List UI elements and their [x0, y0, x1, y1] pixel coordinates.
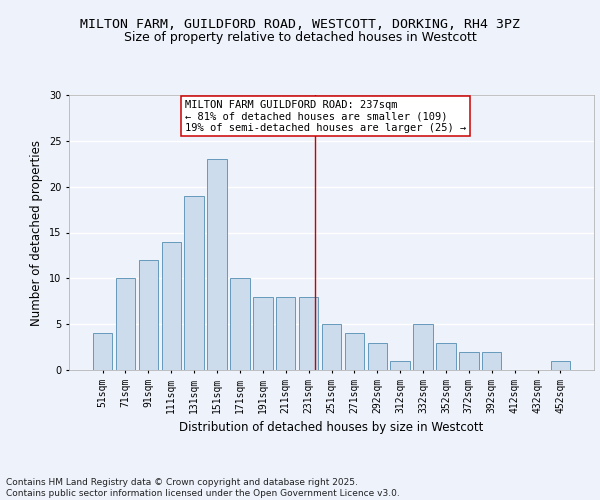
Bar: [230, 278, 250, 370]
Text: Size of property relative to detached houses in Westcott: Size of property relative to detached ho…: [124, 31, 476, 44]
Bar: [161, 242, 181, 370]
Text: MILTON FARM GUILDFORD ROAD: 237sqm
← 81% of detached houses are smaller (109)
19: MILTON FARM GUILDFORD ROAD: 237sqm ← 81%…: [185, 100, 466, 133]
Bar: [139, 260, 158, 370]
Bar: [253, 296, 272, 370]
Bar: [93, 334, 112, 370]
Bar: [276, 296, 295, 370]
Text: MILTON FARM, GUILDFORD ROAD, WESTCOTT, DORKING, RH4 3PZ: MILTON FARM, GUILDFORD ROAD, WESTCOTT, D…: [80, 18, 520, 30]
Bar: [344, 334, 364, 370]
Y-axis label: Number of detached properties: Number of detached properties: [31, 140, 43, 326]
Bar: [482, 352, 502, 370]
Bar: [208, 159, 227, 370]
Bar: [368, 342, 387, 370]
Bar: [299, 296, 319, 370]
Bar: [116, 278, 135, 370]
Bar: [184, 196, 204, 370]
X-axis label: Distribution of detached houses by size in Westcott: Distribution of detached houses by size …: [179, 421, 484, 434]
Bar: [436, 342, 455, 370]
Bar: [413, 324, 433, 370]
Text: Contains HM Land Registry data © Crown copyright and database right 2025.
Contai: Contains HM Land Registry data © Crown c…: [6, 478, 400, 498]
Bar: [551, 361, 570, 370]
Bar: [391, 361, 410, 370]
Bar: [322, 324, 341, 370]
Bar: [459, 352, 479, 370]
